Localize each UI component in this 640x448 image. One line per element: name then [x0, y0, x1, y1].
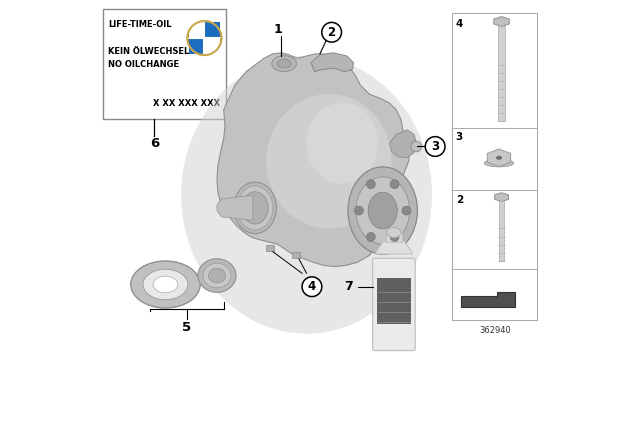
Polygon shape [204, 38, 220, 54]
Bar [499, 26, 505, 121]
Circle shape [355, 206, 364, 215]
Circle shape [402, 206, 411, 215]
Text: 2: 2 [328, 26, 336, 39]
Ellipse shape [496, 156, 502, 160]
Bar [452, 269, 538, 320]
Ellipse shape [237, 186, 273, 230]
Bar [452, 13, 538, 128]
Bar [452, 190, 538, 269]
Ellipse shape [356, 177, 410, 244]
Ellipse shape [234, 182, 276, 234]
Text: KEIN ÖLWECHSEL: KEIN ÖLWECHSEL [108, 47, 189, 56]
Ellipse shape [242, 192, 268, 224]
Polygon shape [375, 241, 413, 254]
Bar [387, 233, 401, 242]
Ellipse shape [307, 103, 378, 184]
Polygon shape [487, 149, 511, 167]
Circle shape [390, 180, 399, 189]
Polygon shape [461, 292, 515, 307]
Text: NO OILCHANGE: NO OILCHANGE [108, 60, 179, 69]
Polygon shape [204, 22, 220, 38]
Ellipse shape [368, 192, 397, 229]
Ellipse shape [387, 228, 401, 237]
Bar [266, 245, 275, 251]
Circle shape [188, 21, 221, 55]
FancyBboxPatch shape [372, 258, 415, 351]
Text: 4: 4 [456, 19, 463, 29]
Text: 3: 3 [431, 140, 439, 153]
Ellipse shape [277, 59, 291, 68]
Ellipse shape [348, 167, 417, 254]
Ellipse shape [272, 56, 296, 71]
Text: 1: 1 [273, 22, 282, 36]
Text: 3: 3 [456, 132, 463, 142]
Polygon shape [494, 17, 509, 26]
Bar [452, 13, 538, 320]
Polygon shape [189, 38, 204, 54]
Polygon shape [311, 53, 353, 72]
Ellipse shape [143, 269, 188, 300]
Circle shape [322, 22, 342, 42]
Polygon shape [189, 22, 204, 38]
Ellipse shape [198, 258, 236, 293]
Ellipse shape [203, 263, 231, 288]
Ellipse shape [181, 56, 432, 334]
Text: 5: 5 [182, 320, 191, 334]
Ellipse shape [266, 94, 392, 228]
Polygon shape [389, 130, 417, 158]
Text: 362940: 362940 [479, 326, 511, 335]
Ellipse shape [484, 159, 514, 167]
Text: 4: 4 [308, 280, 316, 293]
Ellipse shape [153, 276, 178, 293]
Text: 7: 7 [344, 280, 353, 293]
Text: 6: 6 [150, 137, 159, 150]
Circle shape [411, 141, 422, 152]
Circle shape [426, 137, 445, 156]
Ellipse shape [131, 261, 200, 308]
Bar [292, 252, 300, 258]
Bar [377, 278, 411, 324]
Circle shape [366, 180, 375, 189]
Ellipse shape [209, 268, 225, 283]
Polygon shape [217, 53, 410, 267]
Text: LIFE-TIME-OIL: LIFE-TIME-OIL [108, 20, 172, 29]
Bar [452, 128, 538, 190]
Polygon shape [495, 193, 509, 202]
Text: 2: 2 [456, 195, 463, 205]
Polygon shape [217, 195, 253, 220]
Text: X XX XXX XXX: X XX XXX XXX [154, 99, 221, 108]
Bar [499, 201, 504, 261]
Circle shape [302, 277, 322, 297]
Circle shape [366, 233, 375, 241]
Bar [103, 9, 226, 119]
Circle shape [390, 233, 399, 241]
